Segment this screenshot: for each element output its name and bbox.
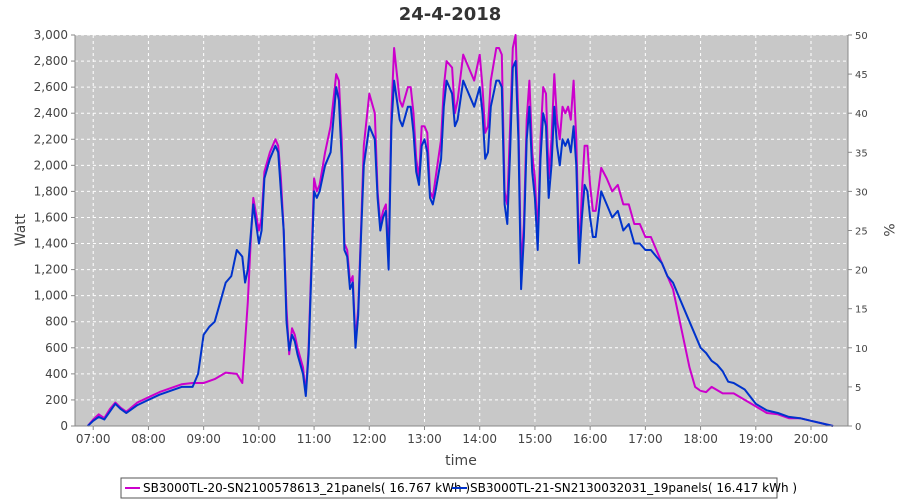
legend-label-2: SB3000TL-21-SN2130032031_19panels( 16.41… [470, 481, 797, 495]
x-tick-label: 20:00 [794, 432, 829, 446]
y-tick-label: 3,000 [34, 28, 68, 42]
y-ticks: 0 200 400 600 800 1,000 1,200 1,400 1,600 1,800 2,… [34, 28, 75, 433]
y-tick-label: 2,200 [34, 132, 68, 146]
x-tick-label: 11:00 [297, 432, 332, 446]
y-tick-label: 0 [60, 419, 68, 433]
legend-label-1: SB3000TL-20-SN2100578613_21panels( 16.76… [143, 481, 470, 495]
x-tick-label: 18:00 [683, 432, 718, 446]
y2-tick-label: 25 [855, 227, 868, 238]
y-tick-label: 1,400 [34, 237, 68, 251]
y-tick-label: 2,800 [34, 54, 68, 68]
y2-tick-label: 10 [855, 344, 868, 355]
y2-tick-label: 50 [855, 31, 868, 42]
y2-tick-label: 40 [855, 109, 868, 120]
y2-tick-label: 35 [855, 148, 868, 159]
y-tick-label: 400 [45, 367, 68, 381]
y-tick-label: 1,200 [34, 263, 68, 277]
x-tick-label: 17:00 [628, 432, 663, 446]
x-ticks: 07:00 08:00 09:00 10:00 11:00 12:00 13:00 14:00… [76, 426, 828, 446]
y2-tick-label: 15 [855, 305, 868, 316]
x-tick-label: 10:00 [242, 432, 277, 446]
y2-ticks: 0 5 10 15 20 25 30 35 40 45 50 [848, 31, 868, 433]
x-axis-label: time [445, 453, 477, 469]
y2-tick-label: 45 [855, 70, 868, 81]
x-tick-label: 13:00 [407, 432, 442, 446]
y-tick-label: 1,800 [34, 184, 68, 198]
y-tick-label: 600 [45, 341, 68, 355]
y-tick-label: 800 [45, 315, 68, 329]
y-tick-label: 2,600 [34, 80, 68, 94]
x-tick-label: 08:00 [131, 432, 166, 446]
x-tick-label: 07:00 [76, 432, 111, 446]
x-tick-label: 14:00 [462, 432, 497, 446]
legend-box [120, 477, 778, 499]
y-axis-label: Watt [13, 213, 29, 246]
y2-tick-label: 5 [855, 383, 861, 394]
series-line-1 [86, 34, 834, 427]
y-tick-label: 2,000 [34, 158, 68, 172]
series-line-2 [87, 60, 834, 427]
y-tick-label: 1,000 [34, 289, 68, 303]
grid [75, 34, 848, 427]
y-tick-label: 2,400 [34, 106, 68, 120]
legend: SB3000TL-20-SN2100578613_21panels( 16.76… [120, 477, 797, 499]
y2-tick-label: 20 [855, 266, 868, 277]
y2-tick-label: 0 [855, 422, 861, 433]
x-tick-label: 12:00 [352, 432, 387, 446]
x-tick-label: 19:00 [738, 432, 773, 446]
y-tick-label: 200 [45, 393, 68, 407]
x-tick-label: 16:00 [573, 432, 608, 446]
y2-axis-label: % [880, 223, 896, 236]
y2-tick-label: 30 [855, 187, 868, 198]
chart-title: 24-4-2018 [399, 4, 502, 25]
series-layer [86, 34, 834, 427]
x-tick-label: 09:00 [186, 432, 221, 446]
y-tick-label: 1,600 [34, 210, 68, 224]
x-tick-label: 15:00 [518, 432, 553, 446]
